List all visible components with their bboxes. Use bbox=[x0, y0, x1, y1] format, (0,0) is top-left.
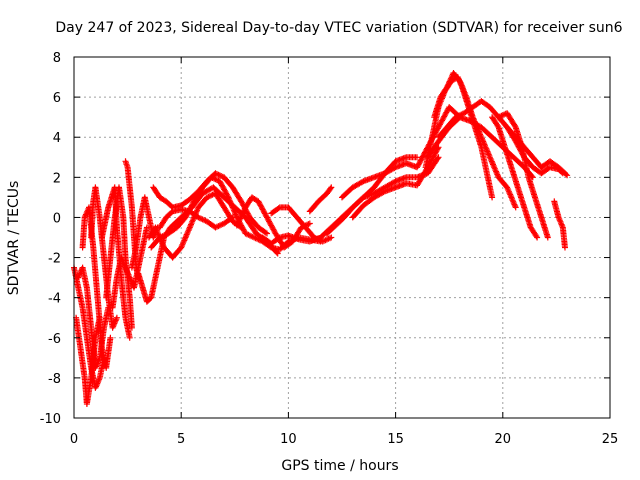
data-point bbox=[238, 224, 245, 231]
data-point bbox=[328, 234, 335, 241]
data-point bbox=[558, 169, 565, 176]
data-point bbox=[563, 171, 569, 178]
data-point bbox=[562, 244, 568, 251]
data-point bbox=[306, 220, 313, 227]
chart-title: Day 247 of 2023, Sidereal Day-to-day VTE… bbox=[55, 20, 622, 36]
data-point bbox=[564, 172, 571, 179]
y-tick-label: -2 bbox=[48, 252, 61, 267]
x-axis-label: GPS time / hours bbox=[281, 458, 398, 474]
data-point bbox=[228, 215, 235, 222]
data-point bbox=[224, 193, 231, 200]
data-point bbox=[113, 314, 120, 321]
data-point bbox=[533, 233, 540, 240]
x-tick-label: 25 bbox=[602, 432, 619, 447]
data-point bbox=[328, 184, 335, 191]
data-point bbox=[229, 214, 236, 221]
data-point bbox=[327, 185, 334, 192]
y-axis-label: SDTVAR / TECUs bbox=[6, 181, 22, 296]
data-point bbox=[447, 75, 454, 82]
x-tick-label: 5 bbox=[177, 432, 185, 447]
data-point bbox=[359, 179, 366, 186]
x-tick-label: 15 bbox=[387, 432, 404, 447]
y-tick-label: 4 bbox=[53, 131, 61, 146]
data-point bbox=[264, 230, 270, 237]
y-tick-label: 2 bbox=[53, 171, 61, 186]
data-point bbox=[107, 334, 114, 341]
data-point bbox=[262, 229, 269, 236]
data-point bbox=[435, 154, 442, 161]
data-point bbox=[126, 334, 133, 341]
data-point bbox=[512, 204, 519, 211]
data-points bbox=[71, 70, 571, 407]
data-point bbox=[143, 224, 150, 231]
y-tick-label: 0 bbox=[53, 211, 61, 226]
data-point bbox=[274, 250, 281, 257]
data-point bbox=[517, 147, 524, 154]
y-tick-label: -10 bbox=[40, 412, 61, 427]
data-point bbox=[559, 170, 566, 177]
data-point bbox=[511, 122, 518, 129]
data-point bbox=[494, 122, 501, 129]
y-tick-label: -8 bbox=[48, 372, 61, 387]
y-tick-label: 8 bbox=[53, 51, 61, 66]
x-tick-label: 10 bbox=[280, 432, 297, 447]
plot-frame bbox=[73, 56, 611, 419]
y-tick-label: -4 bbox=[48, 292, 61, 307]
data-point bbox=[489, 194, 496, 201]
y-tick-label: 6 bbox=[53, 91, 61, 106]
y-axis-ticks: -10 -8 -6 -4 -2 0 2 4 6 8 bbox=[40, 51, 610, 427]
data-point bbox=[275, 235, 282, 242]
data-point bbox=[128, 324, 135, 331]
x-axis-ticks: 0 5 10 15 20 25 bbox=[70, 57, 618, 447]
data-point bbox=[544, 234, 551, 241]
y-tick-label: -6 bbox=[48, 332, 61, 347]
x-tick-label: 20 bbox=[495, 432, 512, 447]
x-tick-label: 0 bbox=[70, 432, 78, 447]
data-point bbox=[275, 205, 282, 212]
data-point bbox=[534, 234, 541, 241]
